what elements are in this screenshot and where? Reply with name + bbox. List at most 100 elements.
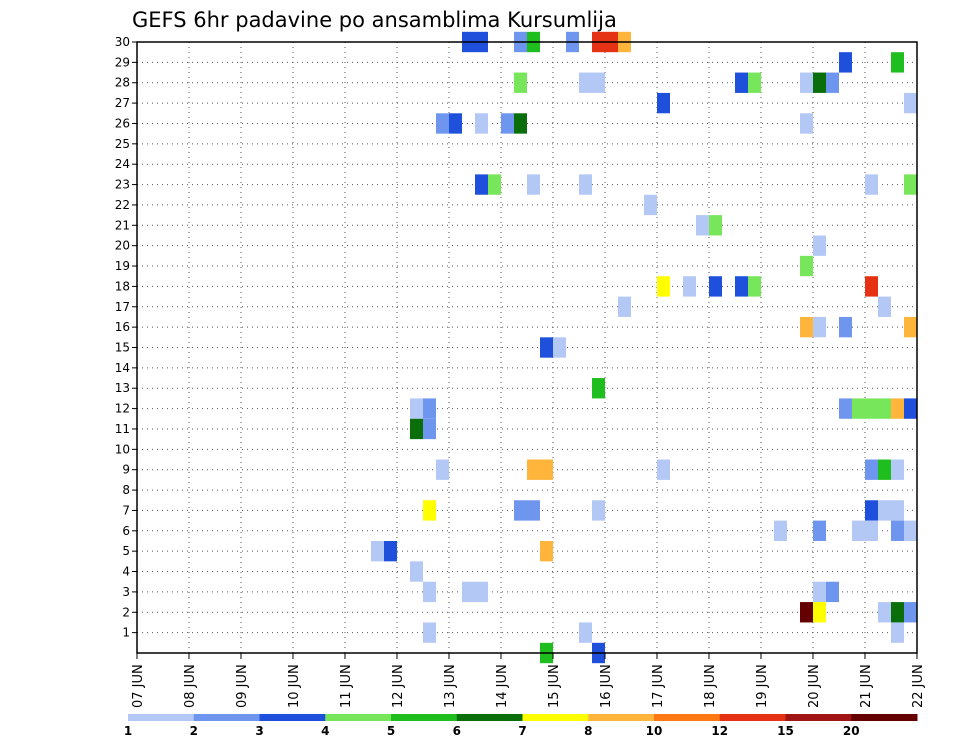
y-tick-label: 9	[122, 463, 130, 477]
y-axis: 1234567891011121314151617181920212223242…	[115, 35, 137, 640]
data-cell	[891, 52, 904, 73]
data-cell	[657, 276, 670, 297]
data-cell	[514, 113, 527, 134]
data-cell	[501, 113, 514, 134]
y-tick-label: 20	[115, 239, 130, 253]
data-cell	[514, 500, 527, 521]
x-tick-label: 10 JUN	[287, 664, 302, 708]
data-cell	[878, 296, 891, 317]
data-cell	[813, 72, 826, 93]
x-tick-label: 16 JUN	[599, 664, 614, 708]
data-cell	[904, 92, 917, 114]
colorbar-swatch	[851, 714, 918, 721]
data-cell	[800, 316, 813, 338]
x-tick-label: 11 JUN	[339, 664, 354, 708]
data-cell	[800, 113, 813, 134]
data-cell	[865, 459, 878, 480]
data-cell	[839, 316, 852, 338]
data-cell	[384, 540, 397, 562]
data-cell	[891, 520, 904, 541]
data-cell	[462, 581, 475, 603]
colorbar-label: 8	[584, 724, 592, 738]
y-tick-label: 19	[115, 259, 130, 273]
y-tick-label: 29	[115, 55, 130, 69]
data-cell	[904, 520, 917, 541]
data-cell	[540, 459, 553, 480]
data-cell	[527, 500, 540, 521]
colorbar-label: 3	[255, 724, 263, 738]
y-tick-label: 25	[115, 137, 130, 151]
colorbar-label: 1	[124, 724, 132, 738]
data-cell	[904, 398, 917, 419]
x-tick-label: 09 JUN	[235, 664, 250, 708]
y-tick-label: 30	[115, 35, 130, 49]
data-cell	[865, 500, 878, 521]
data-cell	[813, 235, 826, 256]
y-tick-label: 23	[115, 178, 130, 192]
data-cell	[488, 174, 501, 195]
data-cell	[527, 459, 540, 480]
data-cell	[813, 316, 826, 338]
data-cell	[813, 520, 826, 541]
colorbar-label: 5	[387, 724, 395, 738]
data-cell	[540, 540, 553, 562]
colorbar-swatch	[391, 714, 458, 721]
data-cell	[592, 72, 605, 93]
data-cell	[865, 276, 878, 297]
data-cell	[878, 459, 891, 480]
data-cell	[683, 276, 696, 297]
data-cell	[813, 602, 826, 623]
data-cell	[449, 113, 462, 134]
y-tick-label: 11	[115, 422, 130, 436]
data-cell	[436, 113, 449, 134]
colorbar-label: 4	[321, 724, 329, 738]
x-tick-label: 07 JUN	[131, 664, 146, 708]
y-tick-label: 18	[115, 279, 130, 293]
colorbar-label: 6	[453, 724, 461, 738]
colorbar-swatch	[785, 714, 852, 721]
y-tick-label: 26	[115, 116, 130, 130]
colorbar-swatch	[456, 714, 523, 721]
data-cell	[878, 398, 891, 419]
y-tick-label: 17	[115, 300, 130, 314]
data-cell	[657, 459, 670, 480]
colorbar-swatch	[193, 714, 260, 721]
x-tick-label: 21 JUN	[859, 664, 874, 708]
y-tick-label: 5	[122, 544, 130, 558]
y-tick-label: 27	[115, 96, 130, 110]
x-tick-label: 12 JUN	[391, 664, 406, 708]
data-cell	[904, 316, 917, 338]
data-cell	[774, 520, 787, 541]
colorbar-label: 15	[777, 724, 794, 738]
data-cell	[579, 622, 592, 643]
colorbar-label: 10	[646, 724, 663, 738]
data-cell	[423, 398, 436, 419]
colorbar-swatch	[522, 714, 589, 721]
data-cell	[891, 459, 904, 480]
data-cell	[423, 581, 436, 603]
data-cell	[813, 581, 826, 603]
data-cell	[865, 398, 878, 419]
y-tick-label: 14	[115, 361, 130, 375]
y-tick-label: 24	[115, 157, 130, 171]
data-cell	[475, 581, 488, 603]
data-cell	[709, 276, 722, 297]
data-cell	[371, 540, 384, 562]
data-cell	[657, 92, 670, 114]
x-tick-label: 18 JUN	[703, 664, 718, 708]
y-tick-label: 28	[115, 76, 130, 90]
data-cell	[592, 378, 605, 399]
data-cell	[553, 337, 566, 358]
data-cell	[891, 500, 904, 521]
data-cell	[696, 215, 709, 236]
colorbar-swatch	[128, 714, 195, 721]
y-tick-label: 13	[115, 381, 130, 395]
data-cell	[735, 72, 748, 93]
data-cell	[852, 398, 865, 419]
x-tick-label: 14 JUN	[495, 664, 510, 708]
data-cell	[839, 398, 852, 419]
colorbar: 1 2 3 4 5 6 7 8 10 12 15 20	[124, 714, 918, 738]
data-cell	[579, 174, 592, 195]
data-cell	[800, 72, 813, 93]
